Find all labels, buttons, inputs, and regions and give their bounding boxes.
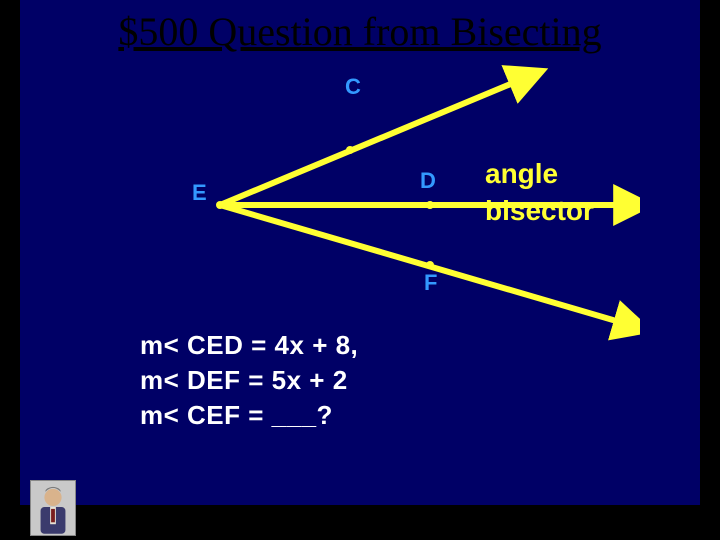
equation-line-2: m< CEF = ___? <box>140 400 333 431</box>
diagram-label-angle: angle <box>485 158 558 190</box>
ray-0 <box>220 78 525 205</box>
diagram-label-E: E <box>192 180 207 206</box>
point-F <box>426 261 434 269</box>
equation-line-0: m< CED = 4x + 8, <box>140 330 358 361</box>
point-E <box>216 201 224 209</box>
point-D <box>426 201 434 209</box>
slide-title: $500 Question from Bisecting <box>20 8 700 55</box>
host-avatar <box>30 480 76 536</box>
diagram-label-F: F <box>424 270 437 296</box>
equation-line-1: m< DEF = 5x + 2 <box>140 365 348 396</box>
slide: $500 Question from Bisecting C E D Fangle bi… <box>20 0 700 505</box>
point-C <box>346 146 354 154</box>
diagram-label-C: C <box>345 74 361 100</box>
diagram-label-D: D <box>420 168 436 194</box>
diagram-label-bisector: bisector <box>485 195 594 227</box>
diagram: C E D Fangle bisector m< CED = 4x + 8, m< DEF… <box>100 60 640 460</box>
